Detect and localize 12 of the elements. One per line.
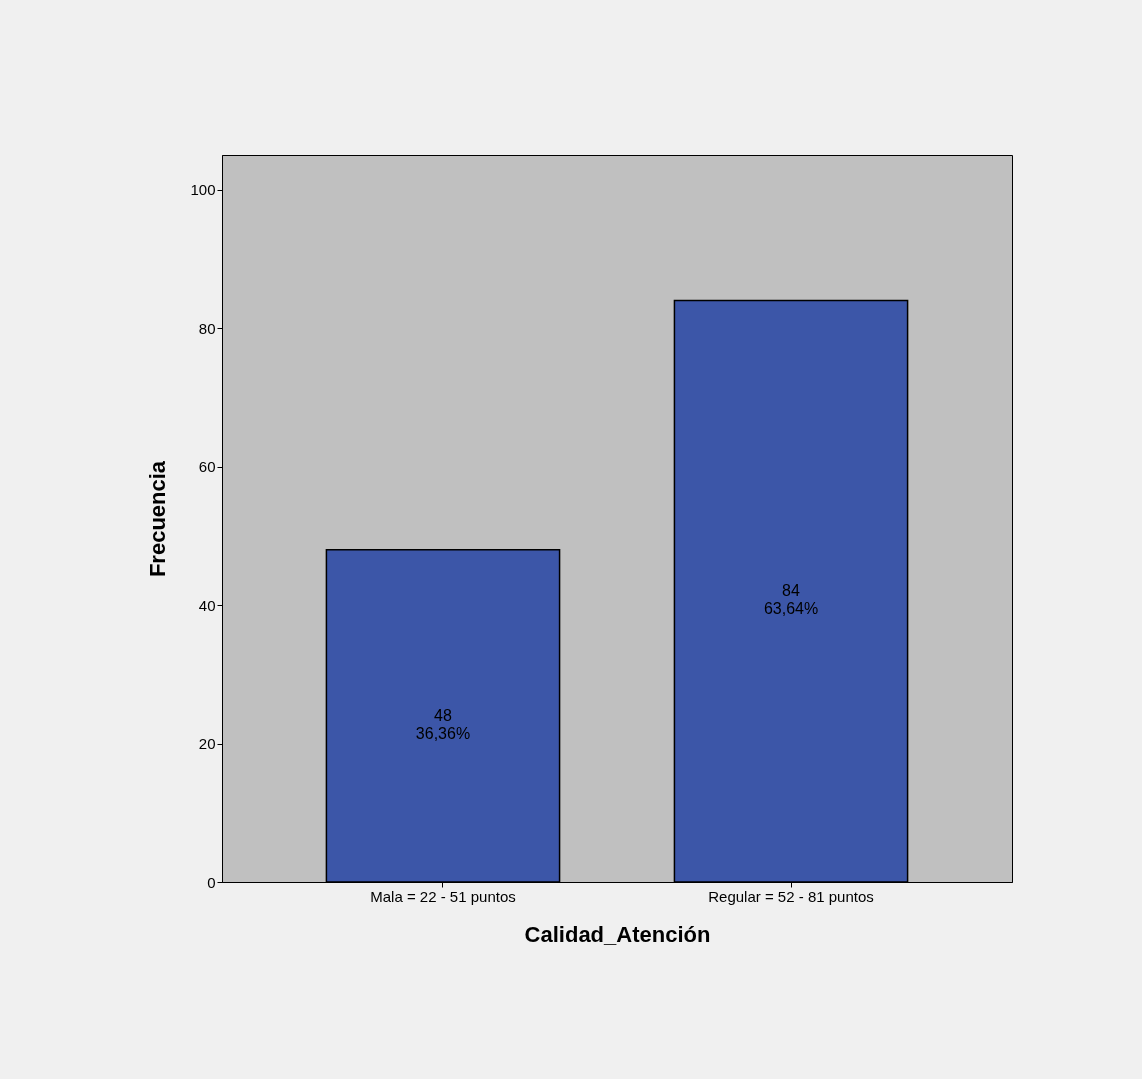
y-tick-label: 40 [198, 596, 216, 614]
y-axis-title: Frecuencia [145, 460, 171, 578]
y-tick-label: 80 [198, 319, 216, 337]
x-tick-label: Mala = 22 - 51 puntos [370, 887, 516, 905]
data-label: 84 63,64% [763, 582, 819, 618]
x-tick-label: Regular = 52 - 81 puntos [708, 887, 874, 905]
x-axis-title: Calidad_Atención [524, 921, 711, 947]
y-tick-label: 20 [198, 735, 216, 753]
y-tick-label: 0 [207, 873, 216, 891]
y-tick-label: 100 [190, 181, 216, 199]
data-label: 48 36,36% [415, 706, 471, 742]
y-tick-label: 60 [198, 458, 216, 476]
